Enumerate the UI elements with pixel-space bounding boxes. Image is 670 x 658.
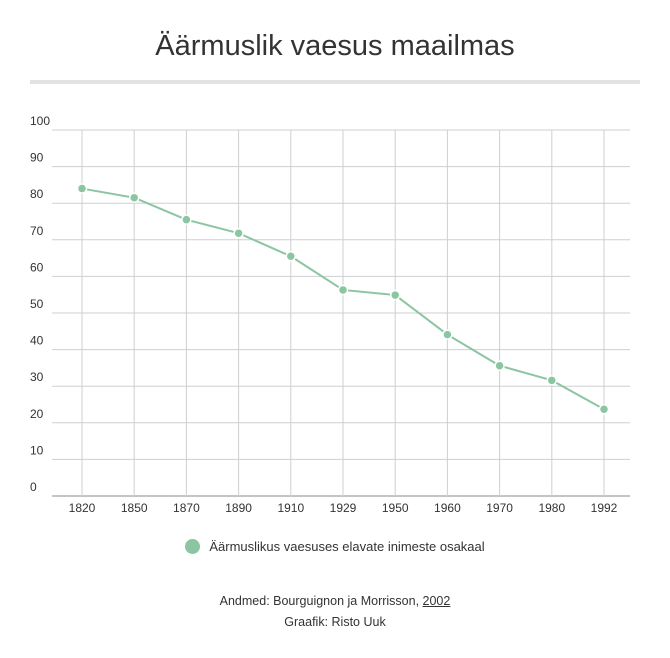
source-line: Andmed: Bourguignon ja Morrisson, 2002: [0, 591, 670, 612]
data-point: [337, 284, 349, 296]
data-point: [181, 214, 192, 225]
data-point: [546, 375, 558, 386]
y-tick-label: 30: [30, 370, 44, 384]
x-tick-label: 1992: [591, 501, 618, 515]
y-tick-label: 100: [30, 114, 50, 128]
x-tick-label: 1890: [225, 501, 252, 515]
source-text: Andmed: Bourguignon ja Morrisson,: [219, 594, 423, 608]
credit-line: Graafik: Risto Uuk: [284, 615, 386, 629]
y-tick-label: 20: [30, 407, 44, 421]
legend-label: Äärmuslikus vaesuses elavate inimeste os…: [209, 539, 485, 555]
x-axis-ticks: 1820 1850 1870 1890 1910 1929 1950 1960 1970 1980…: [69, 501, 618, 515]
data-point: [598, 404, 610, 415]
y-tick-label: 90: [30, 151, 44, 165]
title-divider: [30, 80, 640, 84]
y-tick-label: 70: [30, 224, 44, 238]
data-point: [494, 360, 505, 371]
legend-marker-icon: [185, 539, 201, 555]
y-tick-label: 40: [30, 334, 44, 348]
x-tick-label: 1820: [69, 501, 96, 515]
legend: Äärmuslikus vaesuses elavate inimeste os…: [0, 538, 670, 555]
y-tick-label: 60: [30, 260, 44, 274]
series-group: [76, 183, 610, 415]
data-point: [76, 183, 88, 194]
y-tick-label: 50: [30, 297, 44, 311]
x-tick-label: 1910: [277, 501, 304, 515]
chart-footer: Andmed: Bourguignon ja Morrisson, 2002 G…: [0, 591, 670, 633]
chart-grid: [52, 129, 630, 497]
x-tick-label: 1960: [434, 501, 461, 515]
x-tick-label: 1870: [173, 501, 200, 515]
y-tick-label: 80: [30, 187, 44, 201]
y-tick-label: 0: [30, 480, 37, 494]
data-point: [285, 251, 297, 262]
data-point: [128, 192, 140, 203]
x-tick-label: 1929: [330, 501, 357, 515]
x-tick-label: 1980: [538, 501, 565, 515]
data-point: [442, 329, 453, 340]
x-tick-label: 1970: [486, 501, 513, 515]
source-link[interactable]: 2002: [422, 594, 451, 608]
y-axis-ticks: 0 10 20 30 40 50 60 70 80 90 100: [30, 114, 50, 494]
x-tick-label: 1950: [382, 501, 409, 515]
chart-title: Äärmuslik vaesus maailmas: [155, 30, 515, 62]
data-point: [389, 289, 401, 301]
data-point: [233, 227, 244, 239]
y-tick-label: 10: [30, 443, 44, 457]
x-tick-label: 1850: [121, 501, 148, 515]
